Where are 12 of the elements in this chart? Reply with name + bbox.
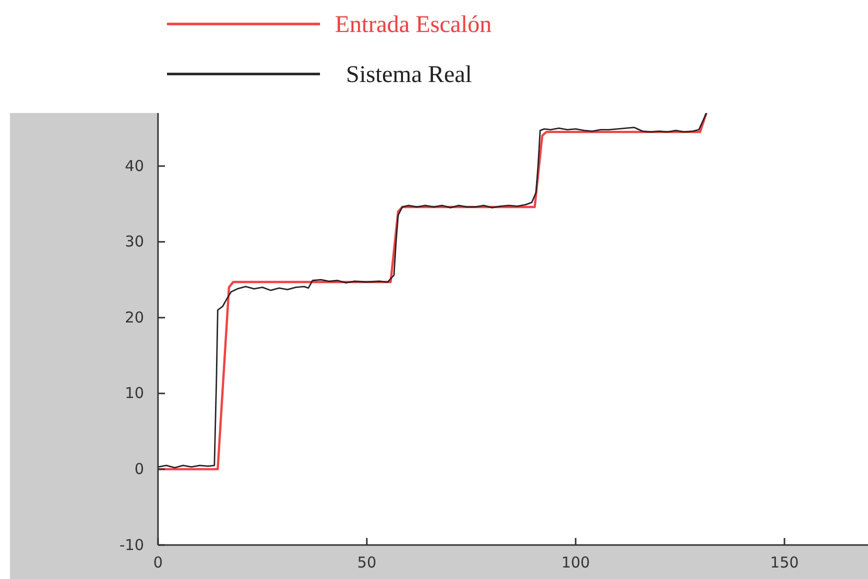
y-tick-label: 30: [124, 232, 144, 251]
x-tick-label: 0: [153, 554, 163, 572]
y-tick-label: 0: [134, 460, 144, 478]
text: Entrada Escalón: [335, 12, 492, 38]
x-tick-label: 150: [770, 554, 799, 572]
y-tick-label: 40: [124, 156, 144, 175]
y-tick-label: 10: [124, 384, 144, 402]
x-tick-label: 50: [357, 554, 376, 572]
y-tick-label: 20: [124, 308, 144, 326]
text: Sistema Real: [346, 62, 472, 88]
x-tick-label: 100: [561, 554, 590, 572]
y-tick-label: -10: [120, 536, 144, 554]
